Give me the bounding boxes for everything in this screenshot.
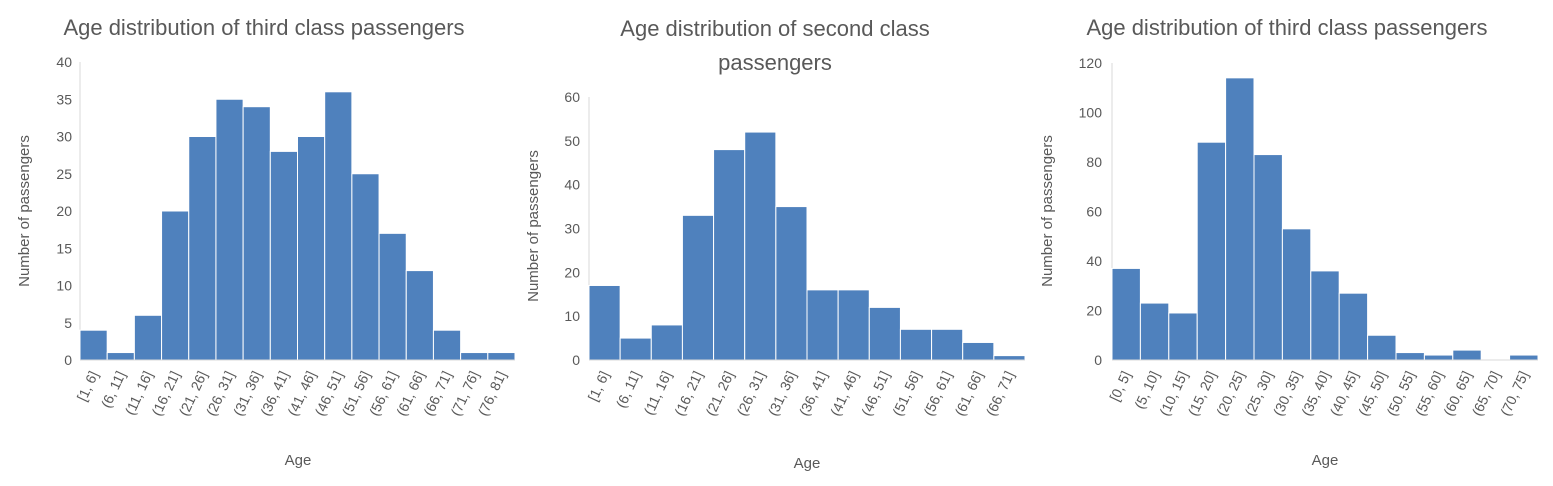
chart-second-class: Age distribution of second class passenge… [525,16,1026,472]
x-tick-label: [1, 6] [74,369,102,404]
bar [588,284,621,361]
bar [1452,349,1482,361]
bar [619,337,652,361]
x-axis-label: Age [1312,452,1339,469]
y-tick-label: 15 [56,240,72,256]
y-tick-label: 30 [56,129,72,145]
bar [837,289,870,361]
bar [432,329,462,361]
bar [378,232,407,361]
bar [1423,354,1454,361]
y-tick-label: 30 [564,221,580,237]
x-axis-label: Age [285,452,312,469]
x-tick-label: (51, 56] [889,369,924,419]
x-tick-label: (36, 41] [796,369,831,419]
y-tick-label: 0 [1094,352,1102,368]
bar [775,206,808,361]
x-tick-label: (5, 10] [1131,369,1162,412]
bar [962,341,995,361]
y-tick-label: 10 [564,308,580,324]
x-tick-label: (41, 46] [827,369,862,419]
bar [1168,312,1198,361]
y-tick-label: 40 [56,54,72,70]
bar [1111,267,1141,361]
y-tick-label: 0 [572,352,580,368]
bar [133,314,163,361]
x-tick-label: (31, 36] [765,369,800,419]
bar [324,91,353,361]
bar [269,150,298,361]
y-axis-label: Number of passengers [525,150,542,302]
bar [899,328,933,361]
y-tick-label: 5 [64,315,72,331]
x-tick-label: (66, 71] [983,369,1018,419]
y-tick-label: 10 [56,278,72,294]
x-tick-label: [1, 6] [585,369,613,404]
bar [1196,141,1227,361]
chart-title: Age distribution of third class passenge… [63,15,464,40]
bar [1338,292,1369,361]
bar [1310,270,1340,361]
y-tick-label: 0 [64,352,72,368]
x-axis-label: Age [794,455,821,472]
bar [79,329,108,361]
chart-third-class-left: Age distribution of third class passenge… [16,15,516,469]
bar [351,173,380,361]
bar [460,352,489,361]
chart-title: Age distribution of third class passenge… [1086,15,1487,40]
chart-title-line-1: Age distribution of second class [620,16,929,41]
x-tick-label: (11, 16] [640,369,674,418]
y-tick-label: 40 [564,177,580,193]
y-axis-label: Number of passengers [16,135,33,287]
x-tick-label: (61, 66] [951,369,986,419]
bar [681,214,715,361]
y-tick-label: 20 [56,203,72,219]
y-tick-label: 50 [564,133,580,149]
bar [1509,354,1539,361]
chart-title-line-2: passengers [718,50,832,75]
x-tick-label: (26, 31] [733,369,768,419]
x-tick-label: (16, 21] [671,369,706,419]
bar [993,355,1026,361]
bar [1367,334,1397,361]
y-tick-label: 20 [564,264,580,280]
y-tick-label: 60 [1086,204,1102,220]
bar [868,306,901,361]
bar [744,131,777,361]
x-tick-label: [0, 5] [1106,369,1134,404]
x-tick-label: (56, 61] [920,369,955,419]
x-tick-label: (6, 11] [613,369,644,411]
y-tick-label: 80 [1086,154,1102,170]
y-tick-label: 25 [56,166,72,182]
y-tick-label: 40 [1086,253,1102,269]
bar [713,149,746,361]
bar [297,136,326,361]
bar [931,328,964,361]
chart-third-class-right: Age distribution of third class passenge… [1039,15,1539,469]
bar [487,352,516,361]
bar [215,98,244,361]
x-tick-label: (46, 51] [858,369,893,419]
y-tick-label: 120 [1079,55,1103,71]
bar [1395,352,1425,361]
bar [161,210,190,361]
bar [650,324,683,361]
bar [242,106,271,361]
y-tick-label: 60 [564,89,580,105]
bar [1253,154,1283,361]
y-tick-label: 35 [56,91,72,107]
bar [405,270,434,361]
bar [106,352,135,361]
y-tick-label: 100 [1079,105,1103,121]
bar [1281,228,1312,361]
bar [1139,302,1170,361]
bar [806,289,839,361]
y-axis-label: Number of passengers [1039,135,1056,287]
bar [188,136,217,361]
y-tick-label: 20 [1086,303,1102,319]
bar [1225,77,1255,361]
x-tick-label: (21, 26] [702,369,737,419]
